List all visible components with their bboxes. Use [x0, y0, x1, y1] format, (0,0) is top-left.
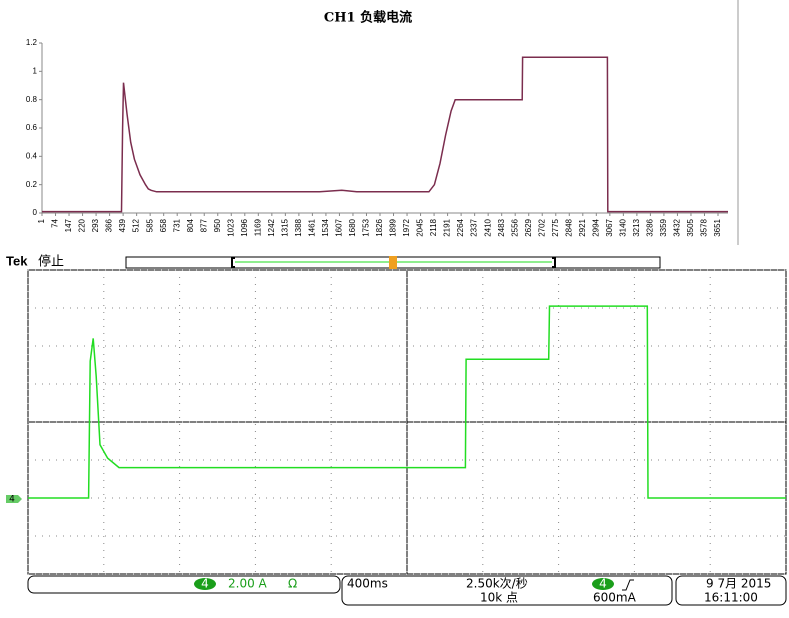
y-tick-label: 0.8: [26, 95, 38, 104]
x-tick-label: 2556: [510, 218, 519, 236]
y-tick-label: 0.4: [26, 151, 38, 160]
clock-box: [675, 575, 787, 606]
y-tick-label: 1.2: [26, 38, 38, 47]
x-tick-label: 2410: [483, 218, 492, 236]
x-tick-label: 1826: [375, 218, 384, 236]
x-tick-label: 439: [118, 218, 127, 232]
x-tick-label: 804: [186, 218, 195, 232]
x-tick-label: 3359: [659, 218, 668, 236]
x-tick-label: 1: [37, 218, 46, 223]
x-tick-label: 366: [105, 218, 114, 232]
x-tick-label: 585: [145, 218, 154, 232]
x-tick-label: 1534: [321, 218, 330, 236]
x-tick-label: 1242: [267, 218, 276, 236]
x-tick-label: 2118: [429, 218, 438, 236]
channel-num: 4: [201, 577, 209, 591]
brand: Tek: [6, 253, 28, 268]
x-tick-label: 1096: [240, 218, 249, 236]
x-tick-label: 2702: [537, 218, 546, 236]
x-tick-label: 1169: [253, 218, 262, 236]
x-tick-label: 877: [199, 218, 208, 232]
x-tick-label: 2045: [416, 218, 425, 236]
x-tick-label: 658: [159, 218, 168, 232]
x-tick-label: 2848: [564, 218, 573, 236]
x-tick-label: 2191: [443, 218, 452, 236]
x-tick-label: 3432: [673, 218, 682, 236]
x-tick-label: 2264: [456, 218, 465, 236]
data-line: [42, 56, 728, 213]
x-tick-label: 950: [213, 218, 222, 232]
timebase: 400ms: [347, 577, 388, 591]
x-tick-label: 3140: [618, 218, 627, 236]
x-tick-label: 2994: [591, 218, 600, 236]
x-tick-label: 1972: [402, 218, 411, 236]
x-tick-label: 2337: [470, 218, 479, 236]
x-tick-label: 3213: [632, 218, 641, 236]
trigger-level: 600mA: [593, 591, 637, 605]
x-tick-label: 1023: [226, 218, 235, 236]
x-tick-label: 2483: [497, 218, 506, 236]
vertical-scale: 2.00 A: [228, 577, 268, 591]
y-tick-label: 0: [33, 208, 38, 217]
x-tick-label: 3651: [713, 218, 722, 236]
time: 16:11:00: [704, 591, 758, 605]
x-tick-label: 512: [132, 218, 141, 232]
x-tick-label: 1461: [308, 218, 317, 236]
x-tick-label: 3505: [686, 218, 695, 236]
y-tick-label: 0.2: [26, 180, 38, 189]
view-brackets: [231, 257, 556, 268]
x-tick-label: 220: [78, 218, 87, 232]
x-tick-label: 2921: [578, 218, 587, 236]
x-tick-label: 3286: [646, 218, 655, 236]
x-tick-label: 1315: [280, 218, 289, 236]
trigger-channel: 4: [599, 577, 607, 591]
x-tick-label: 147: [64, 218, 73, 232]
x-tick-label: 2629: [524, 218, 533, 236]
y-tick-label: 1: [33, 66, 38, 75]
y-tick-label: 0.6: [26, 123, 38, 132]
record-length: 10k 点: [480, 591, 518, 605]
coupling: Ω: [288, 577, 297, 591]
x-tick-label: 1388: [294, 218, 303, 236]
date: 9 7月 2015: [706, 577, 771, 591]
sample-rate: 2.50k次/秒: [466, 577, 528, 591]
channel-box: [27, 575, 341, 594]
acq-box: [341, 575, 673, 606]
chart-title: CH1 负载电流: [324, 10, 412, 26]
trigger-badge: [592, 578, 614, 590]
ground-marker: [6, 495, 22, 503]
trigger-pos: [389, 256, 397, 269]
x-tick-label: 3067: [605, 218, 614, 236]
x-tick-label: 1899: [389, 218, 398, 236]
x-tick-label: 2775: [551, 218, 560, 236]
run-status: 停止: [38, 254, 64, 270]
channel-badge: [194, 578, 216, 590]
x-tick-label: 3578: [700, 218, 709, 236]
x-tick-label: 293: [91, 218, 100, 232]
x-tick-label: 1753: [362, 218, 371, 236]
trigger-slope: [622, 579, 634, 591]
ground-label: 4: [9, 495, 15, 505]
x-tick-label: 74: [51, 218, 60, 227]
x-tick-label: 1680: [348, 218, 357, 236]
x-tick-label: 731: [172, 218, 181, 232]
data-line: [28, 305, 786, 499]
x-tick-label: 1607: [335, 218, 344, 236]
